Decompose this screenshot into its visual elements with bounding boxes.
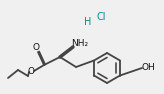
Text: H: H: [84, 17, 92, 27]
Text: NH₂: NH₂: [72, 39, 89, 49]
Text: OH: OH: [141, 64, 155, 72]
Text: O: O: [28, 67, 34, 77]
Text: Cl: Cl: [96, 12, 106, 22]
Text: O: O: [32, 44, 40, 53]
